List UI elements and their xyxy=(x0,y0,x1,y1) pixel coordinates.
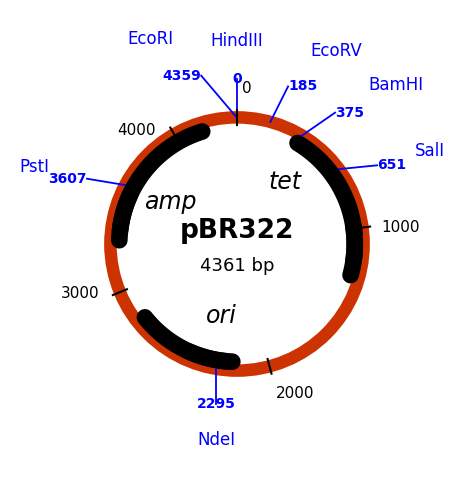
Text: tet: tet xyxy=(269,170,302,194)
Text: HindIII: HindIII xyxy=(210,32,264,50)
Text: 1000: 1000 xyxy=(382,220,420,235)
Text: BamHI: BamHI xyxy=(368,76,423,94)
Text: 185: 185 xyxy=(288,80,317,93)
Text: 375: 375 xyxy=(335,105,364,120)
Text: NdeI: NdeI xyxy=(197,431,235,449)
Text: amp: amp xyxy=(144,190,197,214)
Text: 2000: 2000 xyxy=(275,386,314,402)
Text: ori: ori xyxy=(206,304,237,328)
Text: 0: 0 xyxy=(242,81,252,96)
Text: PstI: PstI xyxy=(19,158,49,176)
Text: 651: 651 xyxy=(377,158,406,172)
Text: SalI: SalI xyxy=(415,142,445,161)
Text: 4000: 4000 xyxy=(117,123,156,138)
Text: 4361 bp: 4361 bp xyxy=(200,257,274,275)
Text: 4359: 4359 xyxy=(163,69,201,82)
Text: 3000: 3000 xyxy=(61,286,100,301)
Text: 2295: 2295 xyxy=(197,397,236,411)
Text: 3607: 3607 xyxy=(48,172,87,186)
Text: EcoRI: EcoRI xyxy=(127,30,173,48)
Text: 0: 0 xyxy=(232,72,242,86)
Text: EcoRV: EcoRV xyxy=(311,42,363,60)
Text: pBR322: pBR322 xyxy=(180,218,294,244)
